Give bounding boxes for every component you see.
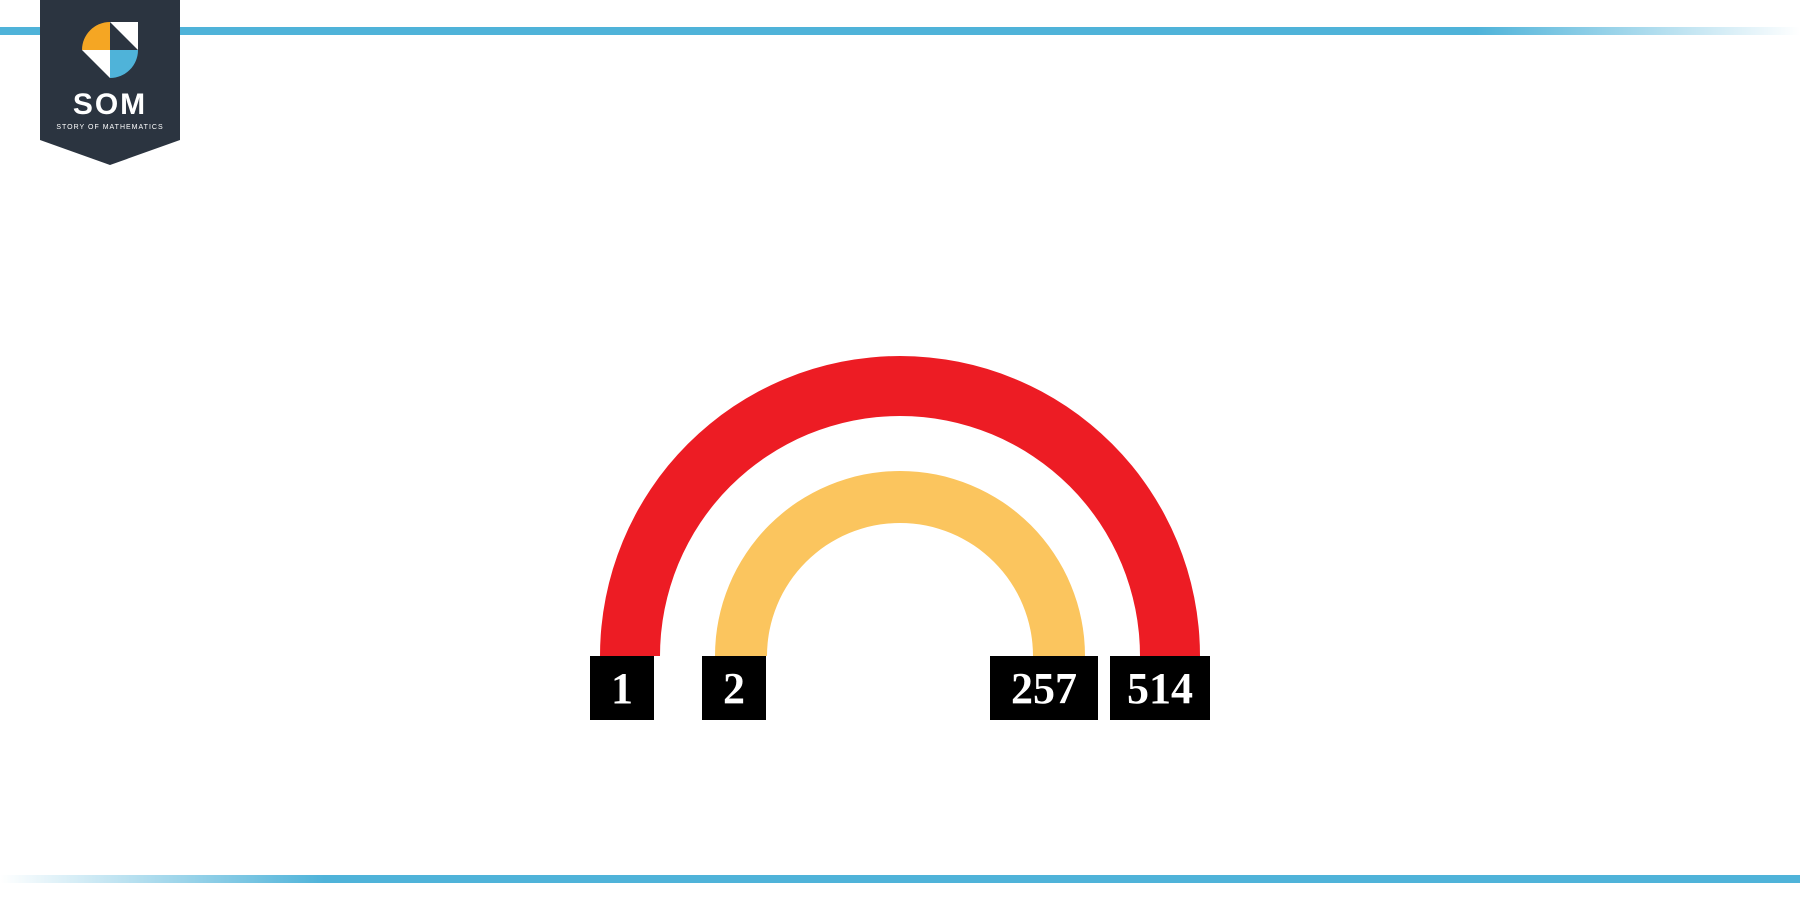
factor-label-3: 257 (990, 656, 1098, 720)
factor-label-1: 1 (590, 656, 654, 720)
logo-title: SOM (73, 88, 147, 122)
bottom-border-bar (0, 870, 1800, 878)
arc-inner (715, 471, 1085, 656)
top-border-bar (0, 22, 1800, 30)
factor-label-4: 514 (1110, 656, 1210, 720)
logo-icon (82, 22, 138, 78)
logo-badge: SOM STORY OF MATHEMATICS (40, 0, 180, 165)
factor-label-2: 2 (702, 656, 766, 720)
labels-row: 1 2 257 514 (590, 656, 1210, 720)
factor-rainbow-diagram: 1 2 257 514 (590, 320, 1210, 720)
logo-subtitle: STORY OF MATHEMATICS (56, 124, 163, 131)
